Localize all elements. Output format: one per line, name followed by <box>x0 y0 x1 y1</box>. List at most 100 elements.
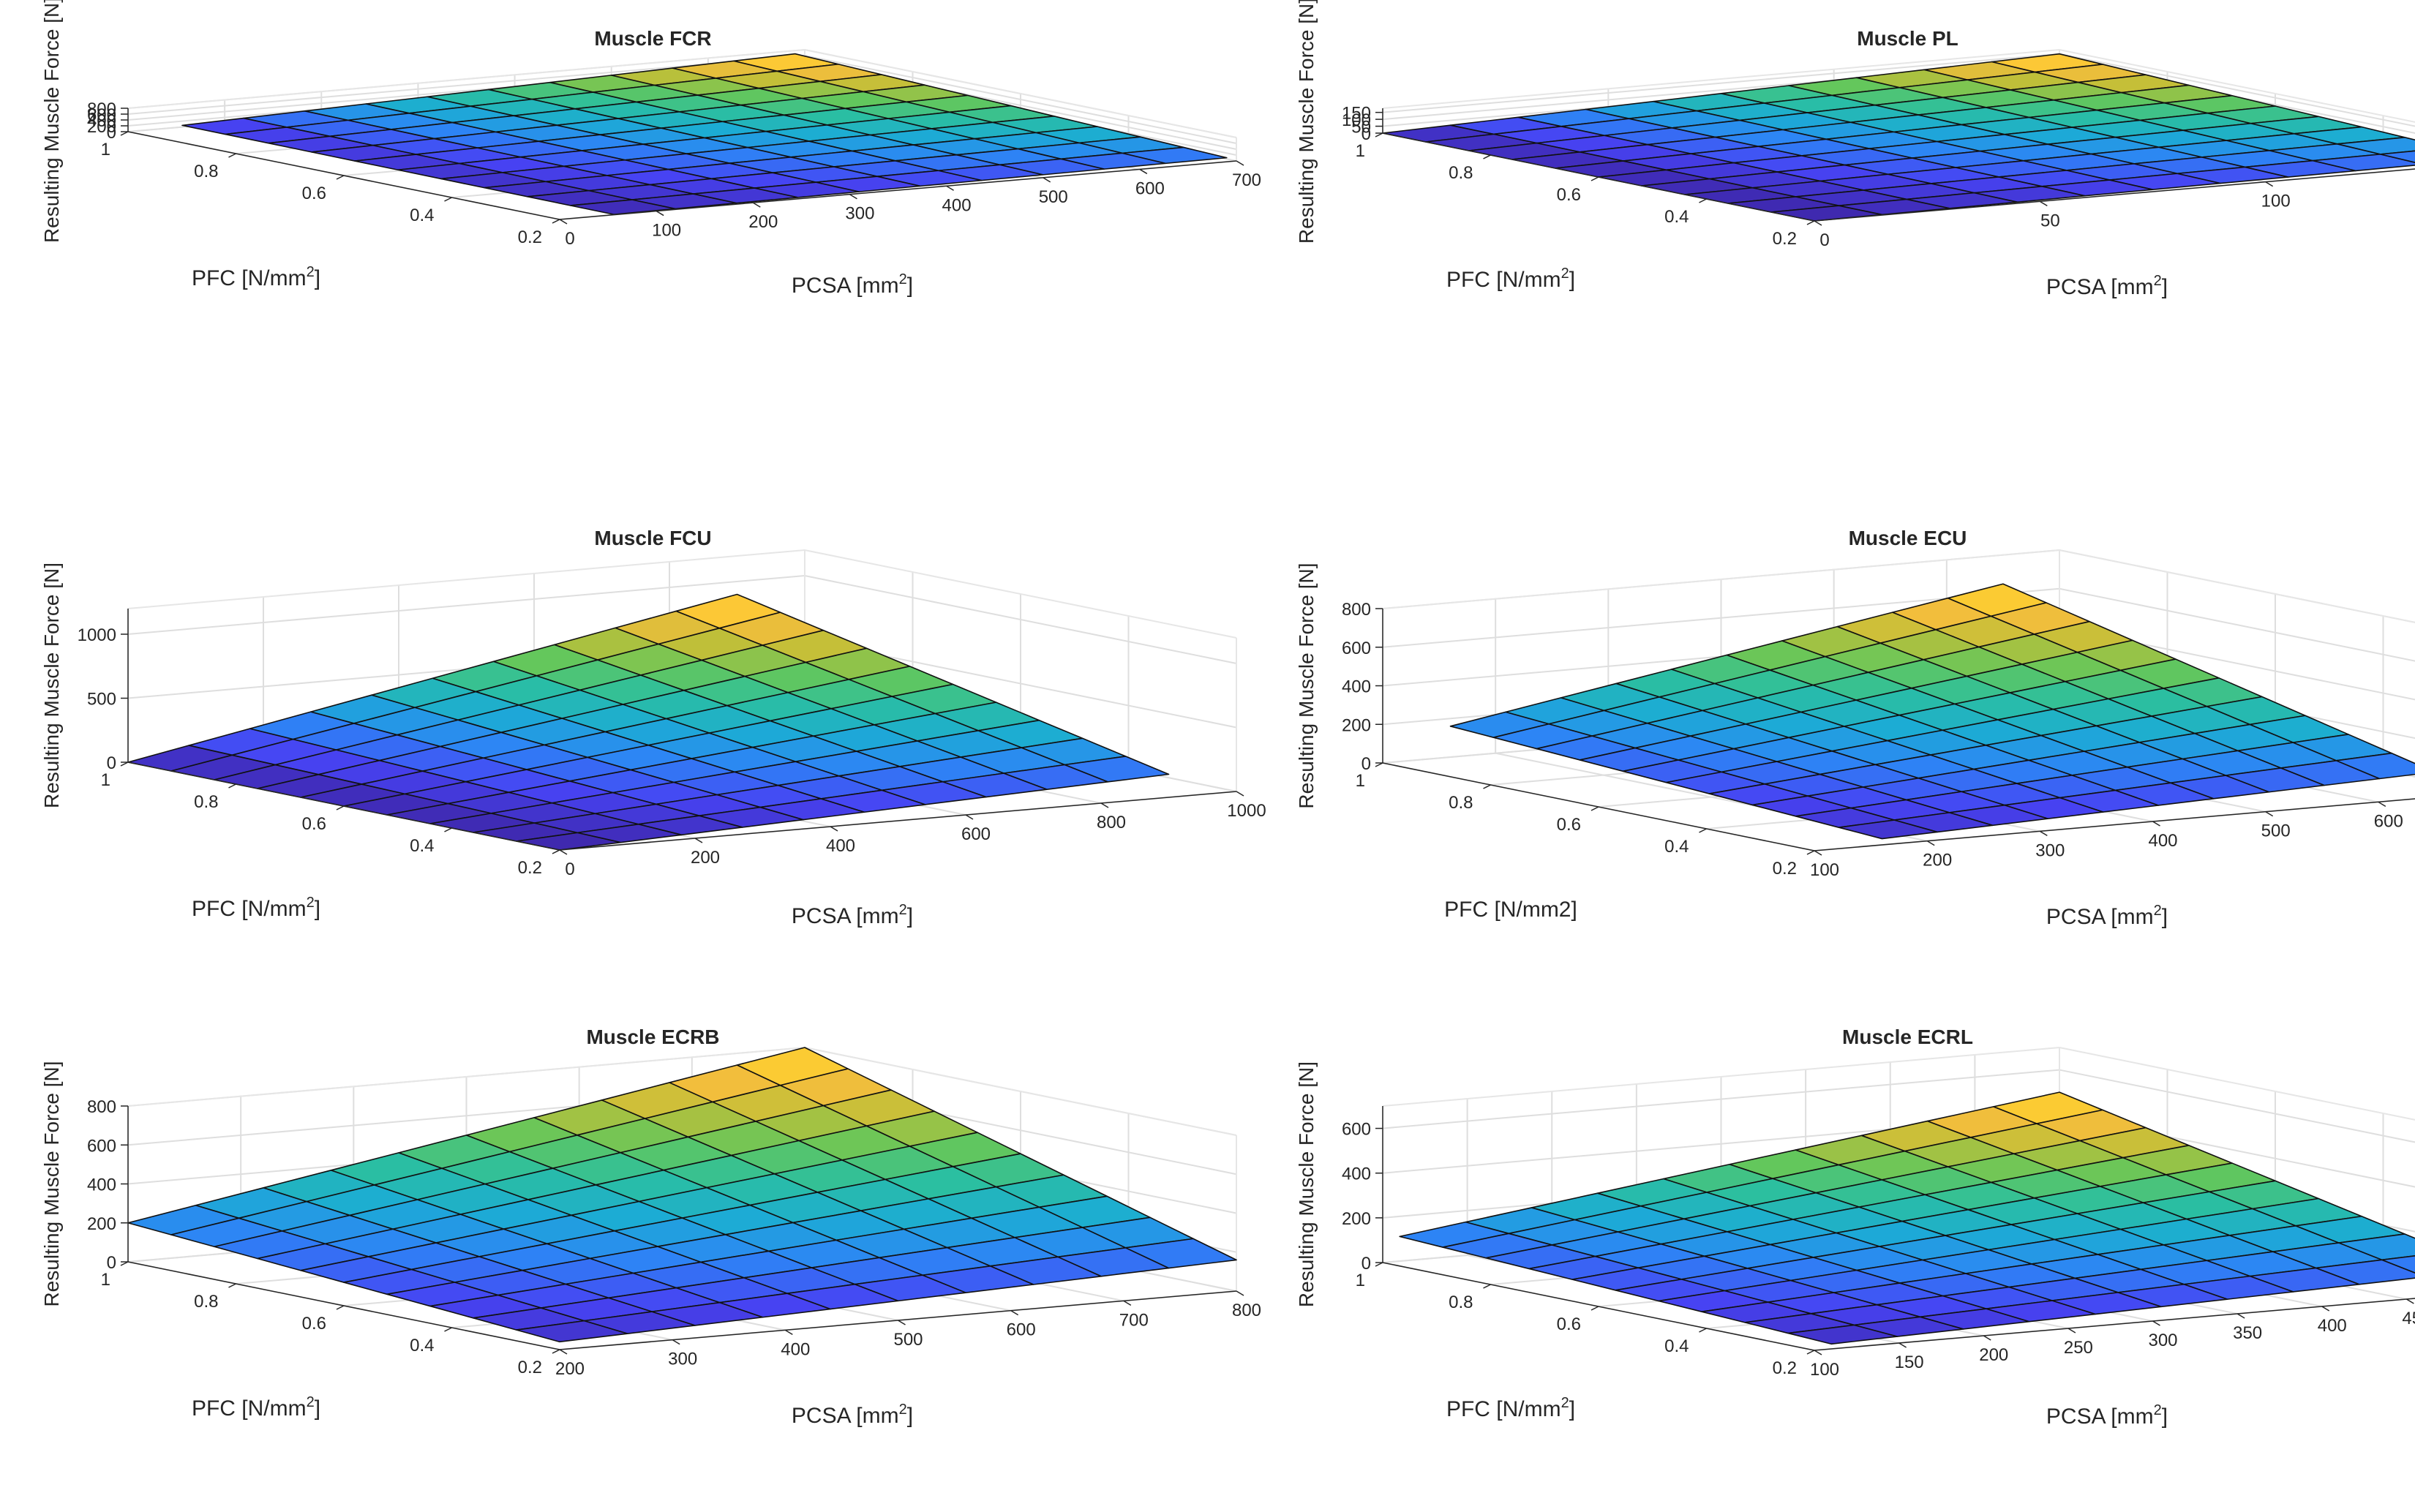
chart-panel-4: 10020030040050060070010.80.60.40.2020040… <box>1295 527 2415 929</box>
y-tick-label: 0.6 <box>302 1314 326 1334</box>
z-tick-label: 150 <box>1342 104 1371 124</box>
y-axis-label-sup: 2 <box>307 895 315 911</box>
axes: 0 200 400 600 800 1000 1 0.8 0.6 0.4 0.2 0 500 1000 <box>78 609 1266 879</box>
box-edge <box>804 549 1237 639</box>
x-axis-label-end: ] <box>2162 1404 2168 1429</box>
x-tick <box>1139 168 1148 175</box>
y-axis-label: PFC [N/mm2] <box>1446 266 1575 292</box>
x-tick <box>2067 1328 2076 1334</box>
box-edge <box>127 49 805 109</box>
x-tick <box>2265 181 2274 187</box>
x-tick-label: 400 <box>2148 831 2177 851</box>
y-tick <box>1590 176 1599 181</box>
x-tick-label: 0 <box>1819 230 1829 250</box>
x-tick <box>965 814 974 820</box>
x-tick <box>1814 850 1822 856</box>
y-tick <box>1375 1262 1383 1267</box>
y-axis-label: PFC [N/mm2] <box>1446 1395 1575 1421</box>
z-tick-label: 800 <box>87 99 116 119</box>
y-tick-label: 0.2 <box>518 858 542 878</box>
y-tick-label: 0.2 <box>1773 859 1797 879</box>
y-tick <box>1590 1306 1599 1311</box>
y-tick <box>1699 828 1707 833</box>
x-tick-label: 400 <box>942 195 972 215</box>
x-tick <box>1010 1310 1019 1316</box>
z-tick-label: 200 <box>87 117 116 137</box>
z-tick-label: 0 <box>107 1253 116 1273</box>
x-tick <box>2405 1298 2414 1304</box>
surface-patch <box>1838 819 1938 840</box>
y-tick <box>336 175 345 180</box>
y-tick <box>336 1305 345 1310</box>
y-tick-label: 0.6 <box>302 184 326 203</box>
x-tick-label: 0 <box>565 860 574 879</box>
y-tick <box>444 1327 452 1332</box>
x-tick <box>1236 791 1244 797</box>
x-axis-label-end: ] <box>907 904 913 928</box>
x-tick-label: 1000 <box>1227 801 1266 821</box>
y-tick <box>120 1261 129 1266</box>
x-tick-label: 200 <box>1923 851 1952 870</box>
x-tick-label: 500 <box>2261 821 2291 841</box>
y-tick-label: 0.8 <box>194 162 218 181</box>
x-tick <box>559 1349 568 1355</box>
y-axis-label-sup: 2 <box>307 264 315 280</box>
y-tick <box>1699 1328 1707 1333</box>
x-tick <box>694 838 703 843</box>
x-axis-label-sup: 2 <box>2154 1402 2162 1418</box>
chart-title: Muscle ECRB <box>586 1026 719 1048</box>
z-axis-label: Resulting Muscle Force [N] <box>40 0 63 243</box>
y-tick-label: 1 <box>101 770 110 790</box>
x-tick <box>784 1329 793 1335</box>
y-axis-label: PFC [N/mm2] <box>192 264 320 290</box>
z-tick-label: 400 <box>1342 1165 1371 1184</box>
x-tick-label: 400 <box>781 1339 810 1359</box>
x-tick-label: 800 <box>1232 1301 1261 1320</box>
y-tick-label: 0.2 <box>518 227 542 247</box>
x-tick-label: 200 <box>691 848 720 868</box>
x-tick-label: 250 <box>2064 1338 2093 1358</box>
x-axis-label-sup: 2 <box>899 271 907 287</box>
y-tick <box>1806 850 1815 855</box>
surface <box>1382 53 2415 222</box>
y-tick <box>552 849 560 854</box>
z-tick-label: 1000 <box>78 625 116 645</box>
x-tick <box>1236 160 1244 166</box>
y-tick-label: 0.6 <box>302 814 326 834</box>
z-axis-label: Resulting Muscle Force [N] <box>40 563 63 808</box>
x-tick <box>1814 1350 1822 1355</box>
surface-patch <box>516 1320 628 1343</box>
z-tick-label: 200 <box>1342 715 1371 735</box>
y-tick-label: 0.4 <box>410 1336 434 1355</box>
surface-patch <box>570 199 676 215</box>
x-tick-label: 200 <box>555 1359 585 1379</box>
y-tick <box>1806 1350 1815 1355</box>
y-tick-label: 1 <box>101 140 110 159</box>
y-tick <box>1806 220 1815 225</box>
x-tick-label: 700 <box>1119 1310 1149 1330</box>
z-axis-label: Resulting Muscle Force [N] <box>1295 1061 1318 1307</box>
surface <box>1449 583 2415 840</box>
x-tick <box>2039 830 2048 836</box>
z-tick-label: 600 <box>87 1136 116 1156</box>
x-axis-label-end: ] <box>2162 275 2168 299</box>
y-axis-label-end: ] <box>315 1396 320 1421</box>
x-tick <box>1926 840 1935 846</box>
x-tick-label: 100 <box>1810 1360 1839 1380</box>
z-tick-label: 400 <box>1342 677 1371 697</box>
y-tick-label: 0.8 <box>1449 1293 1473 1312</box>
y-tick <box>1375 132 1383 138</box>
x-tick-label: 450 <box>2402 1309 2415 1328</box>
y-tick-label: 0.4 <box>1664 837 1689 857</box>
y-axis-label: PFC [N/mm2] <box>192 1394 320 1421</box>
y-tick-label: 0.6 <box>1557 185 1581 205</box>
x-tick <box>1814 220 1822 226</box>
x-axis-line <box>559 160 1237 220</box>
z-tick-label: 600 <box>87 105 116 125</box>
chart-title: Muscle ECRL <box>1842 1026 1973 1048</box>
y-tick <box>228 153 236 158</box>
y-tick <box>1590 806 1599 811</box>
y-tick-label: 0.6 <box>1557 815 1581 835</box>
x-tick-label: 200 <box>1979 1345 2008 1365</box>
